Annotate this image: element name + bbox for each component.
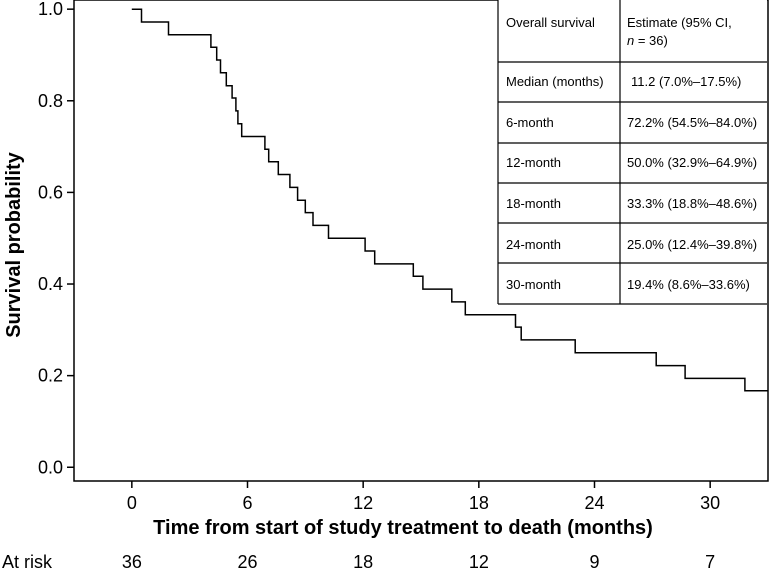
at-risk-count: 26: [237, 552, 257, 571]
at-risk-count: 12: [469, 552, 489, 571]
survival-curve-line: [131, 8, 768, 392]
inset-row-value: 19.4% (8.6%–33.6%): [627, 277, 750, 292]
inset-row-value: 50.0% (32.9%–64.9%): [627, 155, 757, 170]
inset-table-bg: [498, 0, 767, 304]
x-tick-label: 0: [127, 493, 137, 513]
y-tick-label: 0.2: [38, 366, 63, 386]
plot-frame: [73, 0, 769, 482]
inset-table: Overall survival Estimate (95% CI, n = 3…: [497, 0, 767, 305]
y-axis: 0.0 0.2 0.4 0.6 0.8 1.0: [38, 0, 74, 477]
at-risk-count: 36: [122, 552, 142, 571]
inset-header-n: n: [627, 33, 634, 48]
inset-row-value: 72.2% (54.5%–84.0%): [627, 115, 757, 130]
x-tick-label: 6: [242, 493, 252, 513]
y-tick-label: 0.6: [38, 182, 63, 202]
inset-header-col1: Overall survival: [506, 15, 595, 30]
at-risk-count: 7: [705, 552, 715, 571]
x-axis-title: Time from start of study treatment to de…: [153, 517, 653, 539]
x-axis: 0 6 12 18 24 30: [127, 481, 720, 513]
inset-header-n-rest: = 36): [634, 33, 668, 48]
x-tick-label: 24: [584, 493, 604, 513]
y-tick-label: 0.4: [38, 274, 63, 294]
x-tick-label: 30: [700, 493, 720, 513]
inset-row-label: Median (months): [506, 74, 604, 89]
inset-row-value: 11.2 (7.0%–17.5%): [631, 74, 741, 89]
y-tick-label: 0.8: [38, 91, 63, 111]
y-tick-label: 1.0: [38, 0, 63, 19]
x-tick-label: 12: [353, 493, 373, 513]
y-tick-label: 0.0: [38, 457, 63, 477]
at-risk-counts: 36 26 18 12 9 7: [122, 552, 715, 571]
at-risk-label: At risk: [2, 552, 53, 571]
inset-row-label: 6-month: [506, 115, 554, 130]
inset-header-col2-line2: n = 36): [627, 33, 668, 48]
inset-row-value: 25.0% (12.4%–39.8%): [627, 237, 757, 252]
at-risk-count: 9: [589, 552, 599, 571]
inset-row-label: 18-month: [506, 196, 561, 211]
inset-row-label: 24-month: [506, 237, 561, 252]
x-tick-label: 18: [469, 493, 489, 513]
at-risk-count: 18: [353, 552, 373, 571]
inset-table-grid: [497, 0, 767, 305]
y-axis-title: Survival probability: [3, 151, 25, 337]
inset-row-label: 12-month: [506, 155, 561, 170]
inset-row-label: 30-month: [506, 277, 561, 292]
inset-header-col2-line1: Estimate (95% CI,: [627, 15, 732, 30]
inset-row-value: 33.3% (18.8%–48.6%): [627, 196, 757, 211]
